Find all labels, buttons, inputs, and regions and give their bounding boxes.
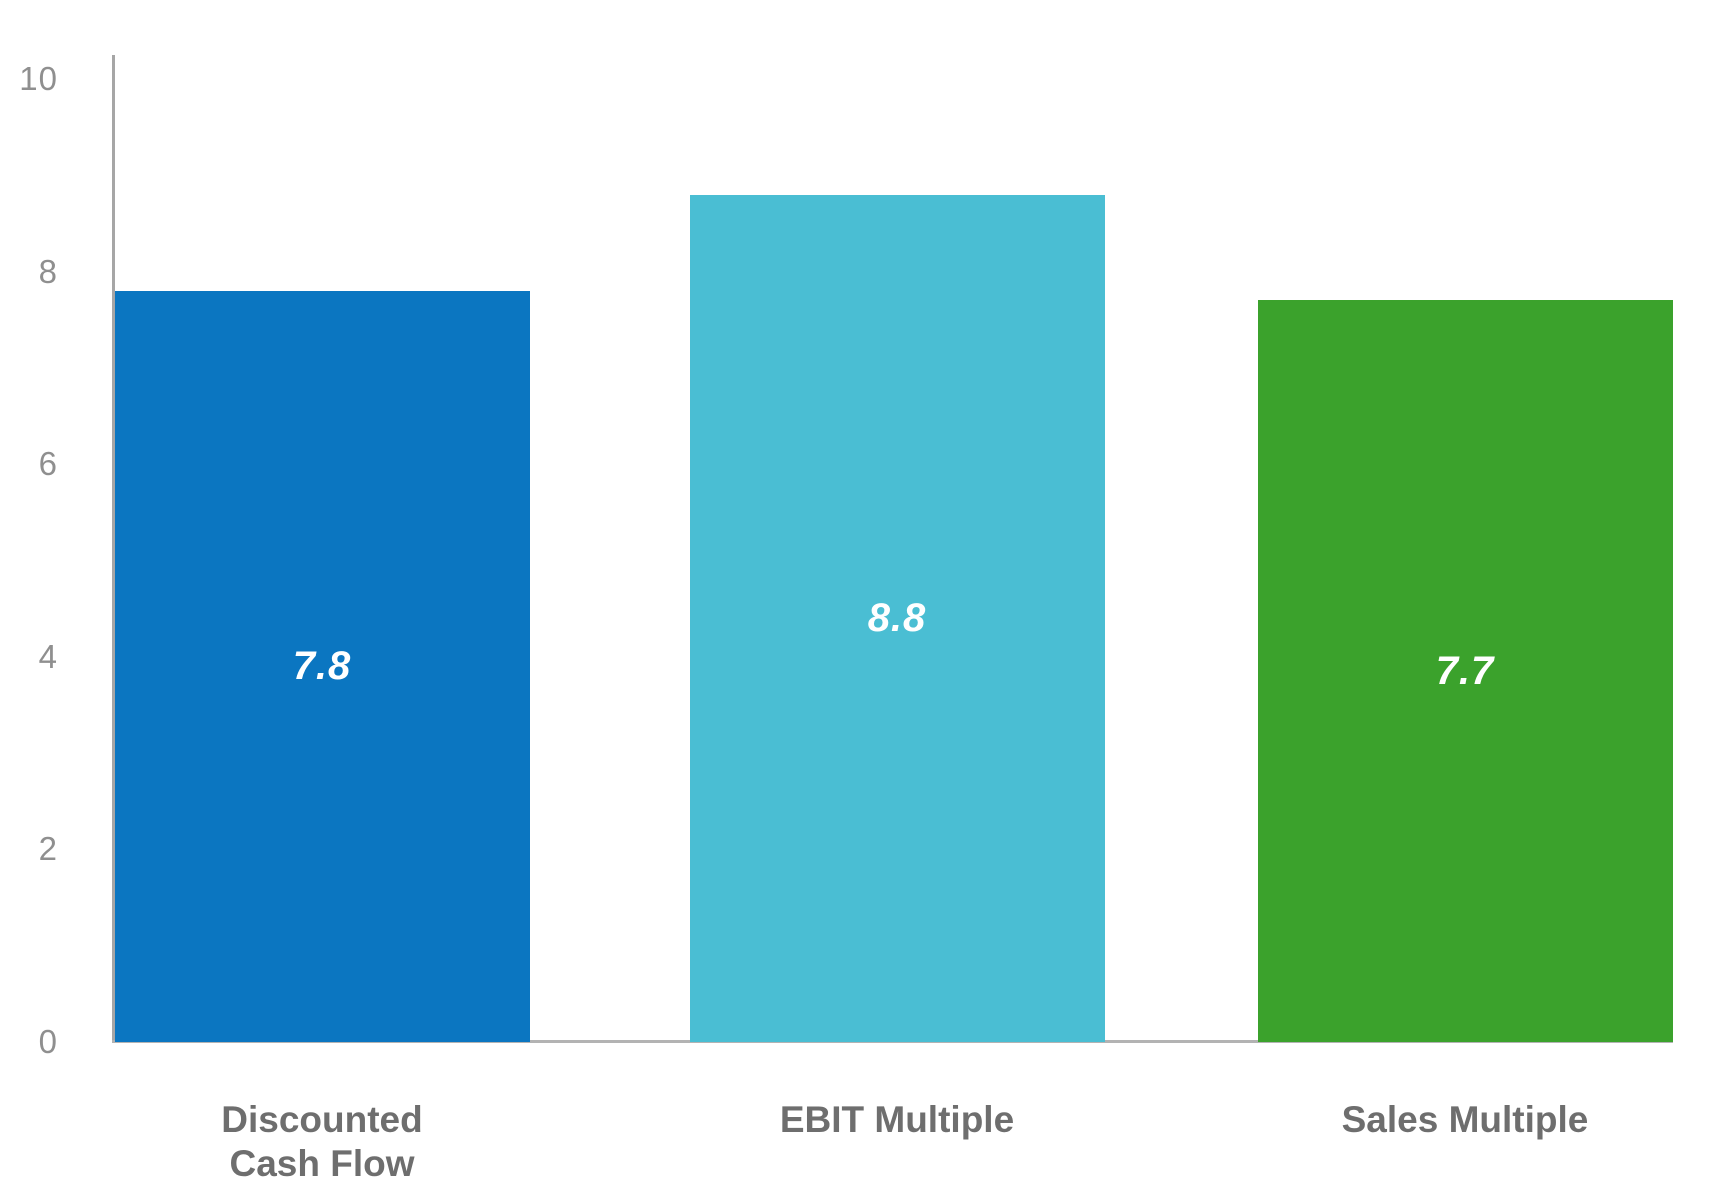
category-label-ebit-multiple: EBIT Multiple — [779, 1099, 1015, 1140]
y-axis-tick-label: 8 — [38, 252, 58, 290]
y-axis-tick-label: 10 — [19, 60, 58, 97]
category-label-sales-multiple: Sales Multiple — [1341, 1099, 1589, 1140]
y-axis-line — [112, 55, 115, 1042]
bar-discounted-cash-flow: 7.8 — [114, 290, 530, 1042]
bar-value-label: 7.8 — [292, 643, 352, 688]
y-axis-tick-label: 2 — [38, 830, 58, 868]
y-axis-tick-label: 0 — [38, 1023, 58, 1060]
category-label-discounted-cash-flow: Discounted Cash Flow — [221, 1099, 423, 1184]
y-axis-tick-label: 6 — [38, 445, 58, 483]
bar-ebit-multiple: 8.8 — [689, 194, 1105, 1042]
y-axis-tick-label: 4 — [38, 637, 58, 675]
bar-value-label: 7.7 — [1435, 648, 1495, 693]
bar-value-label: 8.8 — [867, 595, 927, 640]
bar-sales-multiple: 7.7 — [1257, 300, 1673, 1042]
